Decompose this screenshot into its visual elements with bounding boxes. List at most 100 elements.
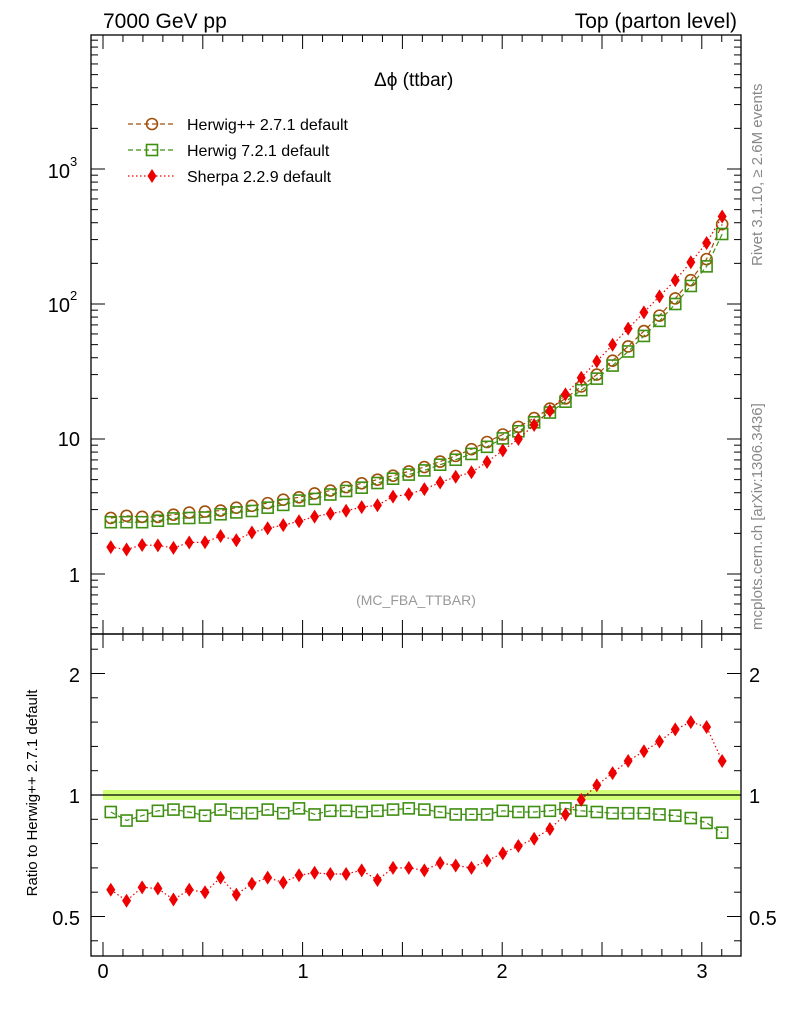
main-sherpa-point-35	[654, 289, 664, 304]
main-herwig7-point-35	[653, 314, 666, 328]
y-tick-label-100: 10 2	[48, 288, 77, 317]
main-sherpa-point-34	[639, 305, 649, 320]
ratio-herwig7-point-10	[261, 803, 274, 816]
main-herwig7-point-0	[104, 515, 118, 529]
ratio-herwig7-point-13	[308, 808, 321, 821]
main-sherpa-point-6	[200, 535, 210, 550]
main-sherpa-point-29	[560, 387, 570, 402]
ratio-sherpa-point-4	[168, 892, 178, 907]
main-sherpa-point-4	[168, 540, 178, 555]
main-sherpa-point-0	[106, 540, 116, 555]
main-sherpa-point-24	[482, 454, 492, 469]
ratio-sherpa-point-24	[482, 853, 492, 868]
ratio-herwig7-point-22	[449, 808, 462, 821]
main-herwig7-point-22	[449, 453, 462, 467]
ratio-sherpa-point-6	[200, 885, 210, 900]
x-tick-label-2: 2	[496, 961, 507, 983]
ratio-sherpa-point-9	[247, 876, 257, 891]
ratio-herwig7-point-0	[104, 805, 118, 819]
main-herwig7-point-18	[386, 472, 400, 486]
main-herwig7-point-37	[684, 279, 698, 293]
svg-text:2: 2	[70, 288, 77, 303]
ratio-sherpa-point-31	[592, 778, 602, 793]
main-sherpa-point-17	[372, 498, 382, 513]
y-tick-label-10: 10	[58, 429, 80, 451]
main-sherpa-point-15	[341, 503, 351, 518]
ratio-y-tick-label-1: 1	[69, 786, 80, 808]
plot-title: Δϕ (ttbar)	[374, 70, 453, 91]
main-sherpa-line	[110, 216, 723, 551]
ratio-sherpa-point-37	[686, 715, 696, 730]
legend-marker-sherpa	[147, 169, 157, 183]
main-herwig7-point-21	[433, 458, 447, 472]
main-herwigpp-point-17	[371, 473, 384, 486]
ratio-herwig7-point-8	[230, 806, 243, 820]
main-sherpa-point-9	[247, 525, 257, 540]
main-herwig7-point-10	[261, 501, 274, 514]
ratio-herwig7-point-24	[480, 808, 494, 821]
ratio-herwig7-point-2	[135, 809, 149, 822]
ratio-herwig7-point-5	[182, 805, 196, 819]
legend-entry-herwig7: Herwig 7.2.1 default	[128, 143, 330, 160]
main-herwig7-point-34	[637, 329, 651, 343]
main-herwig7-point-14	[324, 488, 337, 501]
ratio-herwig7-point-33	[621, 806, 635, 820]
x-tick-label-1: 1	[297, 961, 308, 983]
ratio-sherpa-point-28	[545, 822, 555, 837]
ratio-herwig7-point-19	[402, 802, 416, 815]
main-sherpa-point-2	[137, 537, 147, 552]
ratio-sherpa-point-36	[670, 722, 680, 737]
main-sherpa-point-10	[263, 521, 273, 536]
ratio-sherpa-point-35	[654, 734, 664, 749]
ratio-sherpa-point-7	[216, 870, 226, 885]
axis-ticks	[91, 35, 741, 956]
ratio-sherpa-point-10	[263, 870, 273, 885]
svg-text:3: 3	[70, 154, 77, 169]
main-herwig7-point-38	[700, 260, 713, 273]
ratio-sherpa-point-15	[341, 866, 351, 881]
main-sherpa-point-28	[545, 403, 555, 418]
ratio-sherpa-point-33	[623, 753, 633, 768]
legend-label-sherpa: Sherpa 2.2.9 default	[187, 169, 332, 186]
legend-entry-sherpa: Sherpa 2.2.9 default	[128, 169, 332, 186]
main-herwig7-point-31	[590, 372, 604, 385]
ratio-y-tick-label-2: 2	[69, 665, 80, 687]
ratio-herwig7-point-17	[371, 804, 384, 818]
y-tick-label-1: 1	[69, 565, 80, 587]
ratio-sherpa-point-2	[137, 880, 147, 895]
y-tick-label-1000: 10 3	[48, 154, 77, 183]
main-sherpa-point-30	[576, 370, 586, 385]
ratio-y-tick-label-right-1: 1	[749, 786, 760, 808]
main-sherpa-point-26	[513, 432, 523, 446]
ratio-sherpa-point-21	[435, 856, 445, 871]
main-herwig7-point-7	[214, 507, 227, 521]
main-sherpa-point-14	[325, 506, 335, 521]
ratio-herwig7-point-6	[198, 809, 212, 822]
main-herwig7-point-13	[308, 492, 321, 506]
ratio-sherpa-point-30	[576, 792, 586, 807]
main-sherpa-point-7	[216, 529, 226, 544]
ratio-sherpa-point-12	[294, 868, 304, 883]
main-sherpa-point-27	[529, 417, 539, 432]
main-herwig7-point-1	[120, 515, 133, 529]
ratio-sherpa-point-13	[310, 865, 320, 880]
ratio-herwig7-point-35	[653, 808, 666, 821]
main-sherpa-point-3	[153, 538, 163, 553]
ratio-sherpa-point-3	[153, 881, 163, 896]
main-sherpa-point-38	[702, 236, 712, 251]
ratio-sherpa-point-25	[498, 846, 508, 861]
main-sherpa-point-13	[310, 509, 320, 524]
ratio-sherpa-point-18	[388, 860, 398, 875]
main-sherpa-point-23	[466, 465, 476, 480]
main-sherpa-point-39	[717, 209, 727, 224]
main-herwig7-point-5	[182, 511, 196, 525]
main-herwigpp-line	[110, 223, 723, 519]
legend-label-herwig7: Herwig 7.2.1 default	[187, 143, 330, 160]
main-herwig7-point-8	[230, 506, 243, 519]
main-herwig7-point-20	[418, 464, 431, 477]
ratio-herwig7-point-14	[324, 804, 337, 818]
main-herwigpp-point-26	[512, 420, 525, 434]
main-herwig7-point-11	[276, 498, 290, 512]
main-sherpa-point-37	[686, 255, 696, 270]
